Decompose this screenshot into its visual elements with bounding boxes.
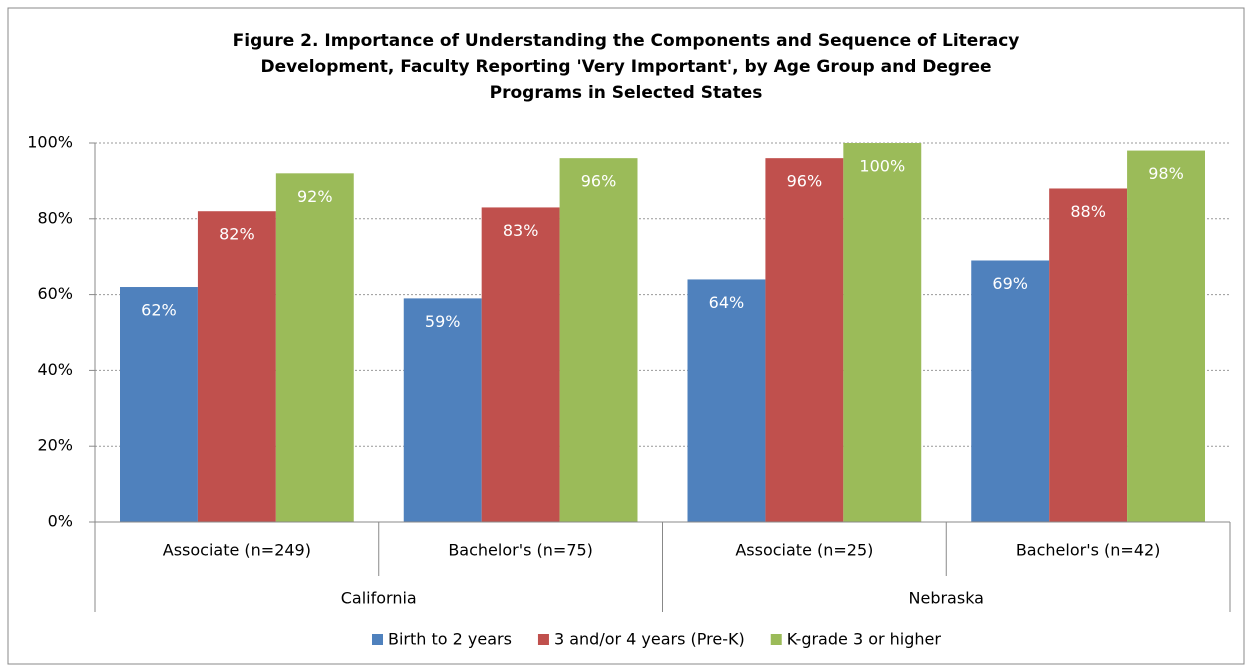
value-label: 59% (425, 312, 461, 331)
value-label: 82% (219, 225, 255, 244)
bar (687, 279, 766, 522)
bar (403, 298, 482, 522)
legend-swatch (770, 634, 782, 645)
legend-label: K-grade 3 or higher (787, 630, 942, 649)
y-tick-label: 100% (27, 133, 73, 152)
bar (1127, 150, 1205, 522)
bar (120, 287, 198, 522)
value-label: 62% (141, 301, 177, 320)
bar (765, 158, 844, 522)
chart-border (7, 7, 1245, 665)
y-tick-label: 80% (37, 208, 73, 227)
x-tick-label: Bachelor's (n=42) (1016, 541, 1161, 560)
value-label: 96% (787, 172, 823, 191)
value-label: 92% (297, 187, 333, 206)
bar (1049, 188, 1128, 523)
bar (275, 173, 354, 522)
value-label: 98% (1148, 164, 1184, 183)
bar (971, 260, 1050, 522)
bar (197, 211, 276, 522)
group-label: California (341, 589, 417, 608)
x-tick-label: Associate (n=25) (735, 541, 873, 560)
value-label: 100% (859, 157, 905, 176)
x-tick-label: Bachelor's (n=75) (448, 541, 593, 560)
group-label: Nebraska (909, 589, 984, 608)
y-tick-label: 60% (37, 284, 73, 303)
value-label: 69% (992, 274, 1028, 293)
value-label: 96% (581, 172, 617, 191)
y-tick-label: 40% (37, 360, 73, 379)
y-tick-label: 20% (37, 436, 73, 455)
legend-label: Birth to 2 years (388, 630, 512, 649)
legend-swatch (537, 634, 549, 645)
legend-swatch (372, 634, 383, 645)
bar (843, 143, 922, 522)
y-tick-label: 0% (48, 512, 73, 531)
value-label: 64% (709, 293, 745, 312)
value-label: 88% (1070, 202, 1106, 221)
chart-title: Figure 2. Importance of Understanding th… (232, 31, 1020, 103)
legend-label: 3 and/or 4 years (Pre-K) (554, 630, 745, 649)
value-label: 83% (503, 221, 539, 240)
bar (559, 158, 638, 522)
bar (481, 207, 560, 522)
x-tick-label: Associate (n=249) (163, 541, 311, 560)
